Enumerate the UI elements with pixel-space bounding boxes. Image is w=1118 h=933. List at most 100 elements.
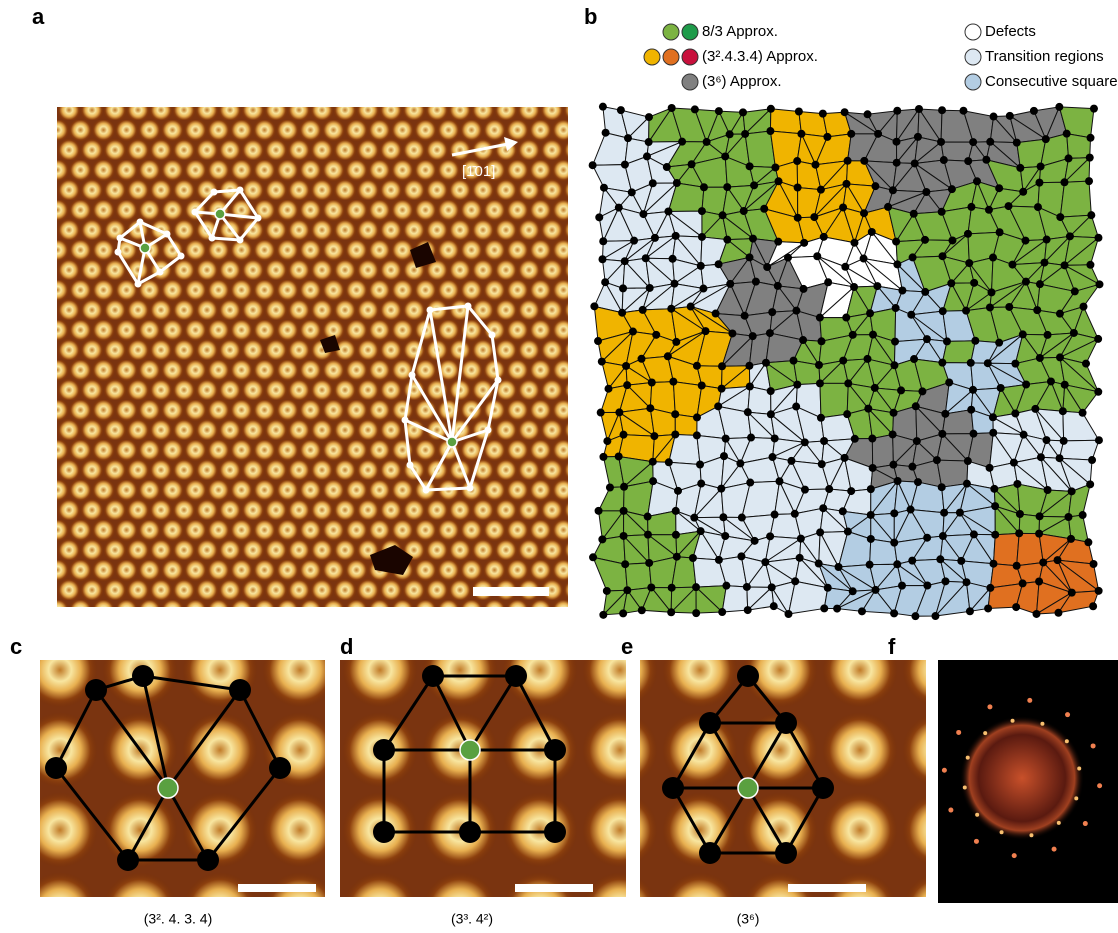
vertex [766, 127, 775, 136]
vertex [714, 107, 723, 116]
vertex [594, 506, 603, 515]
vertex [868, 463, 877, 472]
vertex [1035, 529, 1044, 538]
vertex [891, 304, 900, 313]
vertex [670, 279, 679, 288]
vertex [1009, 458, 1018, 467]
vertex [748, 234, 757, 243]
vertex [1005, 302, 1014, 311]
vertex [787, 456, 796, 465]
vertex [817, 337, 826, 346]
vertex [962, 306, 971, 315]
fft-spot [965, 755, 970, 760]
vertex [938, 106, 947, 115]
fft-spot [973, 838, 979, 844]
vertex [770, 434, 779, 443]
vertex [1078, 408, 1087, 417]
fft-spot [1082, 821, 1088, 827]
vertex [643, 512, 652, 521]
vertex [1035, 353, 1044, 362]
legend-label: Consecutive squares [985, 73, 1118, 90]
vertex [702, 137, 711, 146]
vertex [986, 137, 995, 146]
vertex [1004, 202, 1013, 211]
vertex [818, 109, 827, 118]
vertex [623, 586, 632, 595]
vertex [1086, 480, 1095, 489]
vertex [736, 459, 745, 468]
vertex [794, 107, 803, 116]
vertex [614, 452, 623, 461]
vertex [913, 478, 922, 487]
vertex [1021, 236, 1030, 245]
vertex [718, 608, 727, 617]
tile [1059, 180, 1092, 218]
vertex [697, 232, 706, 241]
vertex [619, 609, 628, 618]
vertex [911, 612, 920, 621]
vertex [1018, 330, 1027, 339]
vertex [869, 330, 878, 339]
vertex [860, 156, 869, 165]
vertex [1065, 232, 1074, 241]
vertex [850, 283, 859, 292]
vertex [1015, 510, 1024, 519]
vertex [857, 607, 866, 616]
vertex [1013, 479, 1022, 488]
vertex [967, 405, 976, 414]
panel-label: e [621, 634, 633, 659]
fft-spot [948, 807, 954, 813]
vertex [692, 609, 701, 618]
vertex [699, 284, 708, 293]
vertex [761, 358, 770, 367]
vertex [1078, 511, 1087, 520]
vertex [962, 578, 971, 587]
vertex [840, 108, 849, 117]
legend-swatch [964, 73, 982, 91]
vertex [937, 207, 946, 216]
legend: 8/3 Approx. (3².4.3.4) Approx. (3⁶) Approx… [643, 23, 1118, 91]
vertex [1033, 306, 1042, 315]
vertex [1019, 430, 1028, 439]
vertex [723, 235, 732, 244]
vertex [671, 410, 680, 419]
vertex [771, 163, 780, 172]
vertex [892, 137, 901, 146]
vertex [868, 434, 877, 443]
vertex [664, 207, 673, 216]
vertex [1066, 534, 1075, 543]
vertex [815, 379, 824, 388]
vertex [959, 106, 968, 115]
vertex [1058, 407, 1067, 416]
vertex [678, 137, 687, 146]
vertex [1079, 302, 1088, 311]
vertex [1043, 486, 1052, 495]
vertex [769, 602, 778, 611]
vertex [937, 137, 946, 146]
vertex [848, 587, 857, 596]
fft-spot [1097, 783, 1103, 789]
vertex [1008, 260, 1017, 269]
vertex [644, 138, 653, 147]
vertex [1089, 559, 1098, 568]
vertex [638, 305, 647, 314]
vertex [1095, 280, 1104, 289]
legend-swatch [681, 23, 699, 41]
tile [992, 532, 1020, 567]
vertex [775, 477, 784, 486]
vertex [671, 506, 680, 515]
vertex [893, 560, 902, 569]
vertex [688, 553, 697, 562]
vertex [892, 158, 901, 167]
vertex [843, 410, 852, 419]
vertex [696, 261, 705, 270]
vertex [1011, 409, 1020, 418]
vertex [936, 555, 945, 564]
vertex [1035, 280, 1044, 289]
vertex [819, 232, 828, 241]
vertex [663, 352, 672, 361]
fft-spot [941, 767, 947, 773]
vertex [922, 187, 931, 196]
vertex [892, 237, 901, 246]
vertex [989, 112, 998, 121]
